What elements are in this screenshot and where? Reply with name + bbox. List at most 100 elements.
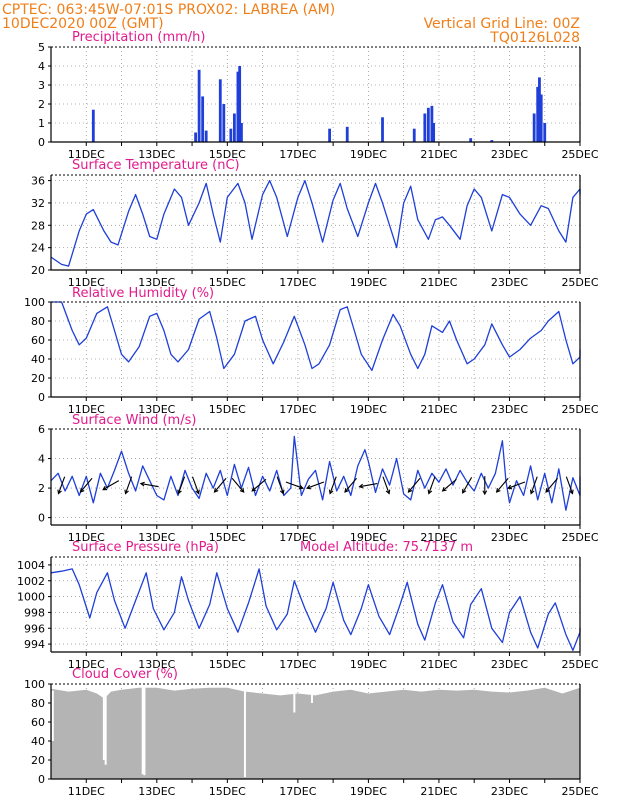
wind-xtick-label: 23DEC — [491, 531, 528, 544]
temp-xtick-label: 11DEC — [68, 276, 105, 289]
temp-xtick-label: 25DEC — [561, 276, 598, 289]
precip-bar-20 — [469, 138, 473, 142]
wind-arrow-23 — [506, 481, 526, 490]
precip-ytick-label: 4 — [38, 60, 45, 73]
precip-bar-9 — [236, 71, 240, 142]
cloud-xtick-label: 17DEC — [279, 785, 316, 798]
temp-ytick-label: 24 — [31, 242, 45, 255]
wind-arrow-head — [441, 486, 447, 492]
wind-arrow-head — [279, 489, 285, 495]
precip-bar-10 — [238, 66, 242, 142]
temp-ytick-label: 28 — [31, 219, 45, 232]
cloud-ytick-label: 40 — [31, 735, 45, 748]
wind-arrow-head — [251, 486, 257, 492]
pres-ytick-label: 1004 — [17, 559, 45, 572]
wind-arrow-17 — [407, 477, 421, 493]
humidity-title: Relative Humidity (%) — [72, 286, 214, 301]
wind-arrow-shaft — [545, 477, 558, 493]
rh-xtick-label: 21DEC — [420, 403, 457, 416]
pres-xtick-label: 13DEC — [138, 658, 175, 671]
wind-arrow-9 — [251, 478, 267, 492]
precip-bar-12 — [328, 128, 332, 142]
wind-arrow-shaft — [124, 476, 133, 494]
precip-bar-22 — [532, 113, 536, 142]
header-model-id: TQ0126L028 — [489, 30, 580, 46]
wind-arrow-shaft — [80, 477, 93, 493]
precip-bar-25 — [539, 94, 543, 142]
wind-arrow-shaft — [344, 477, 357, 493]
wind-arrow-head — [213, 487, 219, 493]
cloud-xtick-label: 15DEC — [209, 785, 246, 798]
wind-xtick-label: 25DEC — [561, 531, 598, 544]
wind-arrow-shaft — [306, 481, 325, 489]
wind-arrow-head — [506, 484, 513, 490]
temp-xtick-label: 13DEC — [138, 276, 175, 289]
wind-arrow-shaft — [565, 476, 574, 494]
wind-arrow-shaft — [329, 476, 337, 494]
wind-arrow-15 — [358, 483, 378, 489]
wind-arrow-19 — [441, 478, 457, 492]
cloud-dip-3 — [141, 686, 144, 775]
cloud-ytick-label: 80 — [31, 697, 45, 710]
wind-arrow-7 — [213, 477, 227, 493]
header-station: CPTEC: 063:45W-07:01S PROX02: LABREA (AM… — [2, 2, 335, 18]
wind-arrow-12 — [305, 481, 325, 490]
precip-xtick-label: 25DEC — [561, 148, 598, 161]
wind-arrow-head — [545, 487, 550, 493]
wind-arrow-head — [358, 483, 364, 489]
rh-ytick-label: 100 — [24, 296, 45, 309]
wind-arrow-shaft — [530, 476, 538, 494]
temp-xtick-label: 15DEC — [209, 276, 246, 289]
wind-arrow-21 — [482, 476, 488, 496]
pres-xtick-label: 17DEC — [279, 658, 316, 671]
pres-xtick-label: 19DEC — [350, 658, 387, 671]
temp-xtick-label: 21DEC — [420, 276, 457, 289]
precip-xtick-label: 13DEC — [138, 148, 175, 161]
wind-xtick-label: 11DEC — [68, 531, 105, 544]
wind-arrow-8 — [231, 477, 245, 493]
temp-ytick-label: 36 — [31, 175, 45, 188]
wind-arrow-6 — [191, 476, 200, 495]
cloud-ytick-label: 20 — [31, 754, 45, 767]
temp-xtick-label: 19DEC — [350, 276, 387, 289]
wind-arrow-head — [385, 489, 391, 495]
wind-arrow-head — [102, 485, 108, 491]
wind-arrow-head — [79, 487, 85, 493]
precip-xtick-label: 21DEC — [420, 148, 457, 161]
pres-ytick-label: 996 — [24, 622, 45, 635]
wind-arrow-shaft — [251, 478, 267, 492]
temp-xtick-label: 17DEC — [279, 276, 316, 289]
header-grid-note: Vertical Grid Line: 00Z — [424, 16, 580, 32]
rh-xtick-label: 15DEC — [209, 403, 246, 416]
wind-arrow-18 — [427, 476, 436, 495]
wind-arrow-shaft — [177, 476, 186, 494]
precip-ytick-label: 3 — [38, 79, 45, 92]
wind-arrow-head — [305, 484, 312, 490]
pres-ytick-label: 994 — [24, 638, 45, 651]
pres-ytick-label: 998 — [24, 606, 45, 619]
wind-arrow-20 — [462, 477, 473, 494]
wind-arrow-4 — [139, 481, 159, 488]
wind-arrow-shaft — [191, 476, 200, 494]
wind-xtick-label: 13DEC — [138, 531, 175, 544]
precip-bar-15 — [412, 128, 416, 142]
cloud-ytick-label: 60 — [31, 716, 45, 729]
wind-arrow-2 — [102, 480, 120, 491]
precip-bar-23 — [536, 86, 540, 142]
wind-arrow-shaft — [57, 476, 66, 494]
precip-xtick-label: 11DEC — [68, 148, 105, 161]
wind-title: Surface Wind (m/s) — [72, 413, 196, 428]
rh-ytick-label: 40 — [31, 353, 45, 366]
precip-ytick-label: 1 — [38, 117, 45, 130]
wind-arrow-head — [298, 484, 304, 490]
rh-xtick-label: 11DEC — [68, 403, 105, 416]
wind-arrow-head — [195, 489, 200, 495]
wind-arrow-shaft — [496, 477, 509, 493]
precip-bar-24 — [538, 77, 541, 142]
precip-bar-26 — [543, 123, 547, 142]
pressure-panel: Surface Pressure (hPa) Model Altitude: 7… — [17, 540, 599, 671]
wind-arrow-head — [177, 489, 182, 495]
wind-arrow-head — [57, 489, 62, 495]
wind-arrow-head — [139, 481, 145, 487]
cloud-dip-0 — [51, 690, 54, 741]
